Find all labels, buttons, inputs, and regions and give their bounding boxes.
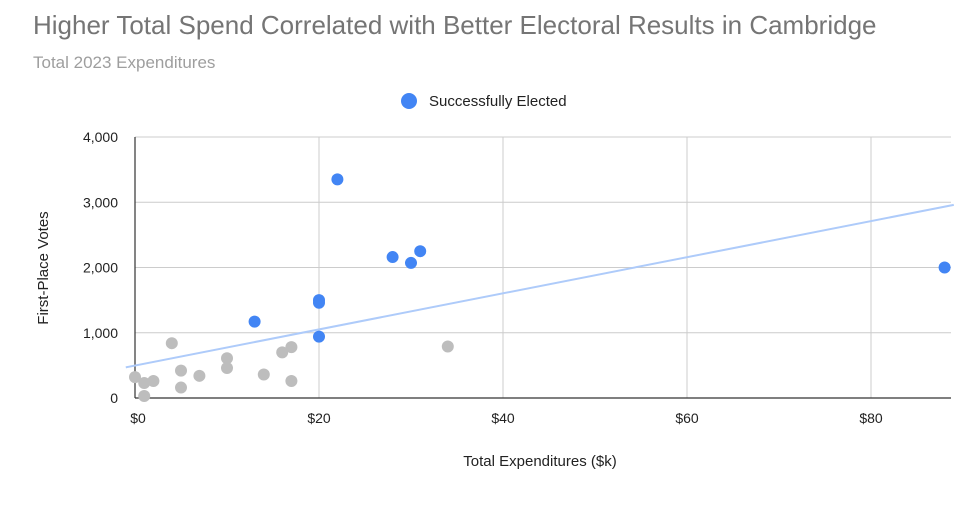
chart-title: Higher Total Spend Correlated with Bette…	[33, 10, 877, 40]
y-tick-label: 3,000	[83, 194, 118, 210]
not-elected-point	[285, 375, 298, 388]
y-tick-label: 2,000	[83, 260, 118, 276]
legend-label: Successfully Elected	[429, 93, 567, 110]
not-elected-point	[138, 390, 151, 403]
not-elected-point	[147, 375, 160, 388]
trendline	[125, 203, 954, 369]
x-axis-label: Total Expenditures ($k)	[463, 453, 616, 470]
elected-point	[938, 261, 951, 274]
x-tick-label: $0	[130, 410, 146, 426]
elected-point	[313, 330, 325, 343]
tick-labels: 0 1,000 2,000 3,000 4,000 $0 $20 $40 $60 $80	[83, 129, 883, 426]
axes	[134, 137, 951, 399]
not-elected-point	[175, 381, 187, 394]
y-tick-label: 0	[110, 390, 118, 406]
not-elected-point	[193, 369, 206, 382]
not-elected-point	[285, 341, 298, 354]
trendline-layer	[125, 203, 954, 369]
elected-point	[313, 296, 325, 309]
x-tick-label: $60	[675, 410, 699, 426]
not-elected-point	[165, 337, 178, 350]
x-tick-label: $80	[859, 410, 883, 426]
y-tick-label: 1,000	[83, 325, 118, 341]
data-points	[129, 173, 951, 403]
x-tick-label: $20	[307, 410, 331, 426]
elected-point	[386, 251, 399, 264]
not-elected-point	[221, 352, 233, 365]
not-elected-point	[221, 361, 233, 374]
not-elected-point	[276, 346, 289, 359]
not-elected-point	[138, 376, 151, 389]
gridlines	[135, 136, 951, 398]
y-tick-label: 4,000	[83, 129, 118, 145]
elected-point	[248, 315, 261, 328]
y-axis-label: First-Place Votes	[35, 211, 52, 324]
elected-point	[405, 256, 417, 269]
not-elected-point	[129, 371, 141, 384]
not-elected-point	[257, 368, 270, 381]
legend: Successfully Elected	[401, 93, 567, 110]
not-elected-point	[441, 340, 454, 353]
legend-marker	[401, 93, 417, 109]
x-tick-label: $40	[491, 410, 515, 426]
elected-point	[414, 245, 427, 258]
not-elected-point	[175, 364, 187, 377]
elected-point	[331, 173, 344, 186]
chart-subtitle: Total 2023 Expenditures	[33, 53, 216, 72]
